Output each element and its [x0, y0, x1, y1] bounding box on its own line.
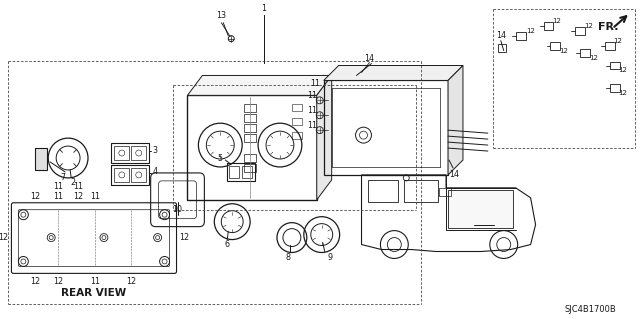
- Bar: [543, 22, 554, 30]
- Bar: [292, 118, 302, 125]
- Text: 11: 11: [53, 182, 63, 191]
- Text: 11: 11: [53, 192, 63, 201]
- Text: 6: 6: [225, 240, 230, 249]
- Polygon shape: [448, 65, 463, 175]
- Text: 12: 12: [179, 233, 189, 242]
- Text: 12: 12: [614, 38, 623, 44]
- Bar: [244, 124, 256, 132]
- Text: 12: 12: [526, 28, 535, 34]
- Bar: [35, 148, 47, 170]
- Text: 11: 11: [310, 79, 320, 88]
- Text: 11: 11: [307, 121, 317, 130]
- Bar: [244, 134, 256, 142]
- Text: 7: 7: [61, 174, 66, 182]
- Text: 14: 14: [364, 54, 374, 63]
- Polygon shape: [324, 65, 463, 80]
- Text: 12: 12: [125, 277, 136, 286]
- Text: 12: 12: [73, 192, 83, 201]
- Text: 12: 12: [619, 90, 628, 96]
- Bar: [131, 146, 146, 160]
- Bar: [131, 168, 146, 182]
- Bar: [111, 143, 148, 163]
- Text: 9: 9: [327, 253, 332, 262]
- Text: 11: 11: [73, 182, 83, 191]
- Bar: [244, 104, 256, 112]
- Text: 12: 12: [30, 277, 40, 286]
- Bar: [114, 168, 129, 182]
- Text: 12: 12: [619, 68, 628, 73]
- Bar: [605, 42, 615, 49]
- Text: 8: 8: [285, 253, 291, 262]
- Bar: [575, 27, 586, 35]
- Bar: [188, 95, 317, 200]
- Bar: [114, 146, 129, 160]
- Text: 10: 10: [173, 205, 182, 214]
- Text: FR.: FR.: [598, 22, 619, 32]
- Text: 12: 12: [559, 48, 568, 54]
- Text: 5: 5: [218, 153, 223, 162]
- Bar: [550, 42, 561, 49]
- Bar: [244, 154, 256, 162]
- Text: 2: 2: [70, 178, 76, 187]
- Text: SJC4B1700B: SJC4B1700B: [564, 305, 616, 314]
- Bar: [244, 164, 256, 172]
- Text: 11: 11: [307, 106, 317, 115]
- Bar: [404, 180, 438, 202]
- Text: 12: 12: [552, 18, 561, 24]
- Bar: [324, 80, 448, 175]
- Text: 14: 14: [449, 170, 459, 179]
- Text: 12: 12: [589, 55, 598, 61]
- Bar: [448, 190, 513, 228]
- Text: 12: 12: [584, 23, 593, 29]
- Bar: [610, 62, 620, 70]
- Bar: [227, 163, 255, 181]
- Text: 14: 14: [496, 31, 506, 40]
- Bar: [439, 188, 451, 196]
- Text: REAR VIEW: REAR VIEW: [61, 288, 127, 298]
- Bar: [292, 104, 302, 111]
- Polygon shape: [317, 76, 332, 200]
- Text: 11: 11: [90, 277, 100, 286]
- Bar: [610, 85, 620, 93]
- Bar: [229, 166, 239, 178]
- Polygon shape: [188, 76, 332, 95]
- Bar: [111, 165, 148, 185]
- Bar: [516, 32, 525, 40]
- Bar: [580, 48, 590, 56]
- Bar: [369, 180, 398, 202]
- Text: 11: 11: [307, 91, 317, 100]
- Text: 11: 11: [90, 192, 100, 201]
- Text: 1: 1: [262, 4, 266, 13]
- Bar: [498, 44, 506, 52]
- Bar: [242, 166, 252, 178]
- Text: 12: 12: [53, 277, 63, 286]
- Text: 12: 12: [0, 233, 8, 242]
- Text: 13: 13: [216, 11, 227, 20]
- Text: 12: 12: [30, 192, 40, 201]
- Bar: [244, 114, 256, 122]
- Bar: [292, 132, 302, 139]
- Text: 3: 3: [152, 145, 157, 154]
- Text: 4: 4: [152, 167, 157, 176]
